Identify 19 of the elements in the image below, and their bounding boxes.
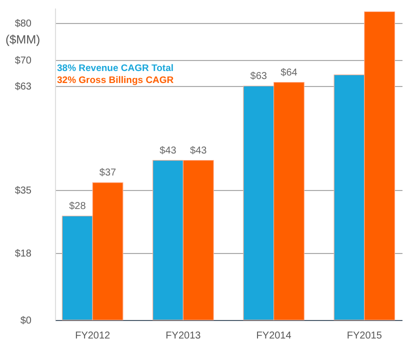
y-tick-label: $70 [14,56,32,66]
x-tick-label: FY2015 [346,330,382,342]
x-tick-label: FY2013 [166,330,202,342]
data-label: $28 [69,201,86,212]
x-tick-label: FY2014 [256,330,292,342]
data-label: $43 [190,145,208,156]
data-label: $64 [280,67,298,78]
text: 38% Revenue CAGR Total [57,63,174,74]
y-tick-label: $35 [14,186,32,196]
text: 32% Gross Billings CAGR [57,75,174,86]
y-tick-label: $63 [14,82,32,92]
data-label: $63 [250,71,268,82]
x-tick-label: FY2012 [75,330,111,342]
y-axis-title: ($MM) [6,32,40,46]
data-label: $43 [160,145,177,156]
y-tick-label: $80 [14,18,32,30]
y-tick-label: $0 [20,316,32,326]
data-label: $37 [99,168,117,179]
y-tick-label: $18 [14,248,32,260]
